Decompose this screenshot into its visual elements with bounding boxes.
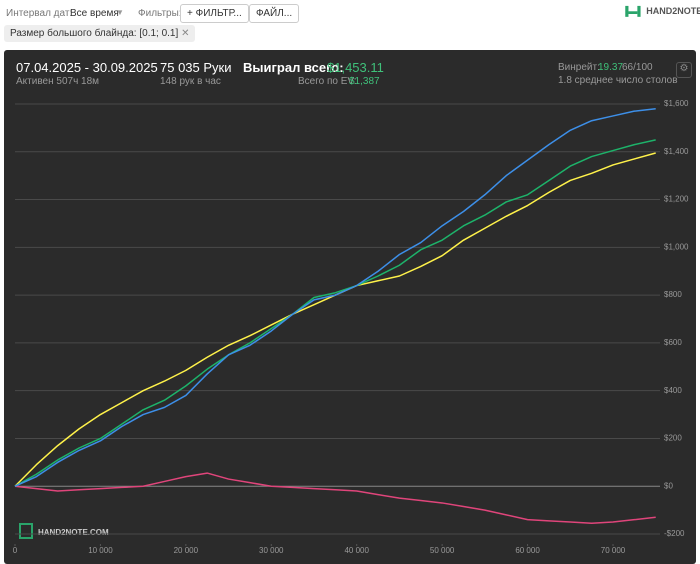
tables: 1.8 среднее число столов bbox=[558, 75, 678, 86]
x-tick-label: 0 bbox=[13, 546, 18, 555]
x-tick-label: 20 000 bbox=[174, 546, 199, 555]
y-tick-label: -$200 bbox=[664, 529, 685, 538]
x-tick-label: 10 000 bbox=[88, 546, 113, 555]
plus: + bbox=[187, 8, 196, 19]
label: Фильтры: bbox=[138, 8, 182, 19]
y-tick-label: $1,400 bbox=[664, 147, 689, 156]
hands-per-hour: 148 рук в час bbox=[160, 76, 221, 87]
y-tick-label: $400 bbox=[664, 386, 682, 395]
filter-button[interactable]: + ФИЛЬТР... bbox=[180, 4, 249, 23]
x-tick-label: 40 000 bbox=[344, 546, 369, 555]
won-label: Выиграл всего: bbox=[243, 60, 344, 75]
btn-text: ФИЛЬТР... bbox=[195, 8, 242, 19]
chip-text: Размер большого блайнда: [0.1; 0.1] bbox=[10, 28, 179, 39]
x-tick-label: 70 000 bbox=[601, 546, 626, 555]
series-line bbox=[14, 108, 656, 487]
y-tick-label: $1,000 bbox=[664, 242, 689, 251]
ev-value: $1,387 bbox=[349, 76, 380, 87]
active: Активен 507ч 18м bbox=[16, 76, 100, 87]
label: Интервал дат: bbox=[6, 8, 73, 19]
x-tick-label: 60 000 bbox=[515, 546, 540, 555]
interval-select[interactable]: Все время bbox=[70, 8, 119, 19]
y-tick-label: $600 bbox=[664, 338, 682, 347]
file-button[interactable]: ФАЙЛ... bbox=[249, 4, 300, 23]
x-tick-label: 50 000 bbox=[430, 546, 455, 555]
caret: ▼ bbox=[116, 8, 124, 17]
date-range: 07.04.2025 - 30.09.2025 bbox=[16, 60, 158, 75]
filter-chip[interactable]: Размер большого блайнда: [0.1; 0.1] ✕ bbox=[4, 25, 196, 42]
series-line bbox=[14, 139, 656, 487]
winrate-unit: 66/100 bbox=[622, 62, 653, 73]
winrate-label: Винрейт: bbox=[558, 62, 600, 73]
y-tick-label: $200 bbox=[664, 434, 682, 443]
logo-text: HAND2NOTE.COM bbox=[646, 6, 700, 16]
panel bbox=[4, 50, 696, 564]
watermark: HAND2NOTE.COM bbox=[38, 528, 109, 537]
x-tick-label: 30 000 bbox=[259, 546, 284, 555]
series-line bbox=[14, 472, 656, 524]
watermark-icon bbox=[19, 523, 33, 539]
winrate-value: 19.37 bbox=[598, 62, 624, 73]
y-tick-label: $1,200 bbox=[664, 195, 689, 204]
series-line bbox=[14, 152, 656, 487]
y-tick-label: $0 bbox=[664, 481, 673, 490]
hands: 75 035 Руки bbox=[160, 60, 232, 75]
y-tick-label: $800 bbox=[664, 290, 682, 299]
logo: ▐▬▌ HAND2NOTE.COM bbox=[622, 6, 700, 16]
ev-label: Всего по EV: bbox=[298, 76, 357, 87]
y-tick-label: $1,600 bbox=[664, 99, 689, 108]
settings-button[interactable]: ⚙ bbox=[676, 62, 692, 78]
won-value: $1,453.11 bbox=[327, 60, 384, 75]
